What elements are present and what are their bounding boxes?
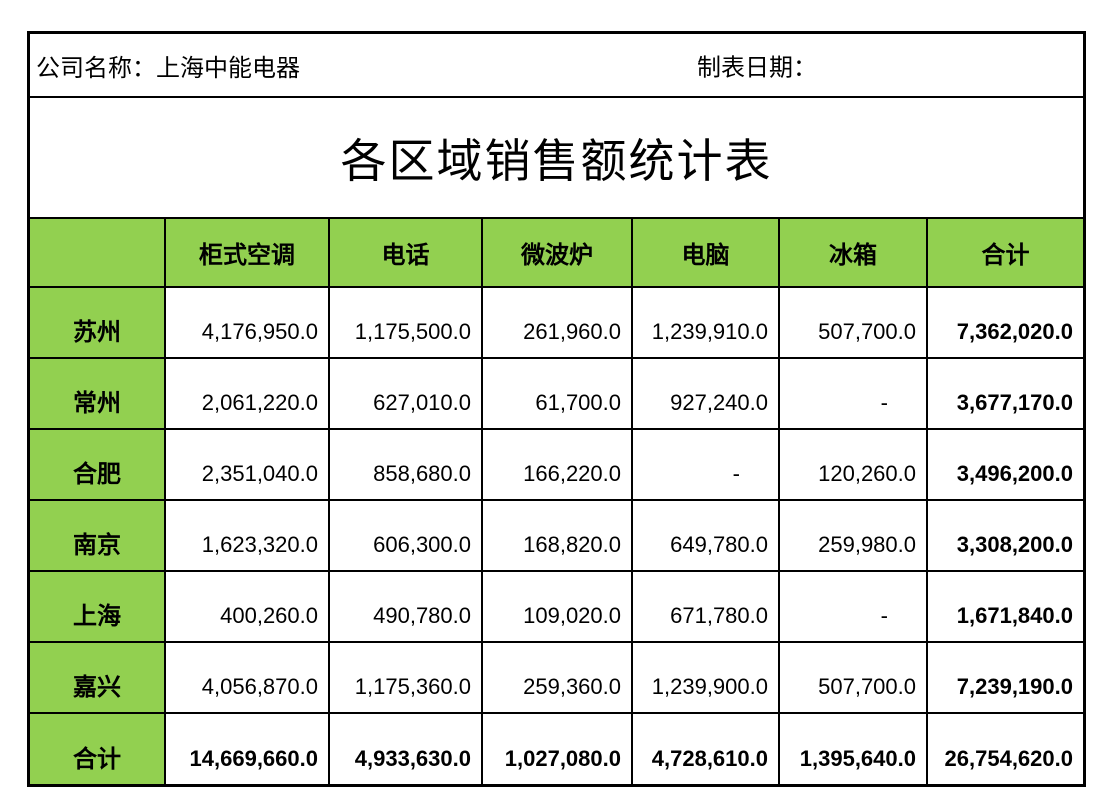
data-cell[interactable]: 259,980.0 [780, 501, 928, 572]
data-cell[interactable]: 259,360.0 [483, 643, 633, 714]
data-cell[interactable]: 166,220.0 [483, 430, 633, 501]
grand-total-cell[interactable]: 26,754,620.0 [928, 714, 1083, 784]
info-row[interactable]: 公司名称： 上海中能电器 制表日期： [30, 34, 1083, 98]
row-label-cell[interactable]: 苏州 [30, 288, 166, 359]
row-total-cell[interactable]: 7,239,190.0 [928, 643, 1083, 714]
header-cell[interactable]: 微波炉 [483, 219, 633, 288]
header-corner-cell[interactable] [30, 219, 166, 288]
data-cell[interactable]: 109,020.0 [483, 572, 633, 643]
data-cell[interactable]: 606,300.0 [330, 501, 483, 572]
data-cell[interactable]: 61,700.0 [483, 359, 633, 430]
row-label-cell[interactable]: 南京 [30, 501, 166, 572]
data-cell[interactable]: 168,820.0 [483, 501, 633, 572]
sheet-title-text: 各区域销售额统计表 [340, 134, 773, 187]
data-cell[interactable]: 507,700.0 [780, 643, 928, 714]
row-total-cell[interactable]: 3,677,170.0 [928, 359, 1083, 430]
total-row-label-cell[interactable]: 合计 [30, 714, 166, 784]
data-cell[interactable]: 4,056,870.0 [166, 643, 330, 714]
date-label: 制表日期： [697, 54, 817, 82]
data-cell[interactable]: 1,175,500.0 [330, 288, 483, 359]
data-cell[interactable]: 2,061,220.0 [166, 359, 330, 430]
total-data-cell[interactable]: 4,728,610.0 [633, 714, 780, 784]
header-cell[interactable]: 电脑 [633, 219, 780, 288]
row-total-cell[interactable]: 1,671,840.0 [928, 572, 1083, 643]
total-data-cell[interactable]: 1,395,640.0 [780, 714, 928, 784]
row-total-cell[interactable]: 7,362,020.0 [928, 288, 1083, 359]
data-cell[interactable]: - [633, 430, 780, 501]
worksheet: 公司名称： 上海中能电器 制表日期： 各区域销售额统计表 柜式空调 电话 微波炉 电脑冰… [27, 31, 1086, 787]
data-cell[interactable]: 858,680.0 [330, 430, 483, 501]
data-cell[interactable]: 927,240.0 [633, 359, 780, 430]
data-cell[interactable]: 627,010.0 [330, 359, 483, 430]
row-total-cell[interactable]: 3,496,200.0 [928, 430, 1083, 501]
header-cell[interactable]: 冰箱 [780, 219, 928, 288]
row-label-cell[interactable]: 上海 [30, 572, 166, 643]
total-data-cell[interactable]: 14,669,660.0 [166, 714, 330, 784]
company-name: 上海中能电器 [156, 54, 300, 82]
data-cell[interactable]: 1,239,910.0 [633, 288, 780, 359]
data-cell[interactable]: 507,700.0 [780, 288, 928, 359]
data-cell[interactable]: - [780, 359, 928, 430]
data-cell[interactable]: 2,351,040.0 [166, 430, 330, 501]
data-cell[interactable]: 671,780.0 [633, 572, 780, 643]
header-cell[interactable]: 电话 [330, 219, 483, 288]
row-label-cell[interactable]: 嘉兴 [30, 643, 166, 714]
row-total-cell[interactable]: 3,308,200.0 [928, 501, 1083, 572]
data-cell[interactable]: 490,780.0 [330, 572, 483, 643]
data-cell[interactable]: 649,780.0 [633, 501, 780, 572]
data-cell[interactable]: 4,176,950.0 [166, 288, 330, 359]
data-cell[interactable]: 261,960.0 [483, 288, 633, 359]
header-cell[interactable]: 柜式空调 [166, 219, 330, 288]
data-cell[interactable]: 1,239,900.0 [633, 643, 780, 714]
data-cell[interactable]: 400,260.0 [166, 572, 330, 643]
total-data-cell[interactable]: 4,933,630.0 [330, 714, 483, 784]
row-label-cell[interactable]: 合肥 [30, 430, 166, 501]
header-cell[interactable]: 合计 [928, 219, 1083, 288]
data-cell[interactable]: 120,260.0 [780, 430, 928, 501]
sheet-title[interactable]: 各区域销售额统计表 [30, 98, 1083, 219]
data-cell[interactable]: - [780, 572, 928, 643]
total-data-cell[interactable]: 1,027,080.0 [483, 714, 633, 784]
data-cell[interactable]: 1,175,360.0 [330, 643, 483, 714]
company-label: 公司名称： [36, 54, 156, 82]
data-cell[interactable]: 1,623,320.0 [166, 501, 330, 572]
row-label-cell[interactable]: 常州 [30, 359, 166, 430]
